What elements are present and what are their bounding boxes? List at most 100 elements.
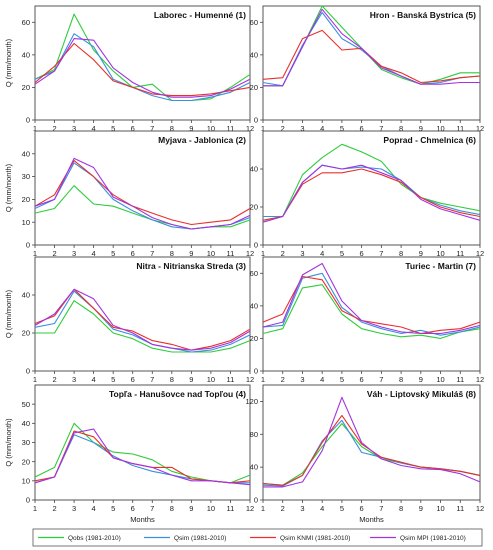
x-tick-label: 8	[399, 375, 403, 384]
legend: Qobs (1981-2010) Qsim (1981-2010) Qsim KNM…	[32, 528, 483, 547]
y-axis-label: Q (mm/month)	[4, 418, 13, 467]
x-axis-label: Months	[359, 515, 384, 524]
series-line-qsimmpi	[34, 428, 251, 486]
x-tick-label: 7	[150, 504, 154, 513]
x-tick-label: 7	[379, 249, 383, 258]
x-tick-label: 1	[33, 249, 37, 258]
y-tick-label: 20	[250, 334, 258, 343]
x-tick-label: 12	[476, 124, 484, 133]
y-tick-label: 50	[22, 400, 30, 409]
y-tick-label: 20	[22, 457, 30, 466]
series-line-qsimmpi	[263, 396, 481, 488]
legend-label: Qsim KNMI (1981-2010)	[280, 535, 350, 542]
x-tick-label: 3	[300, 124, 304, 133]
x-tick-label: 8	[399, 504, 403, 513]
x-tick-label: 3	[300, 375, 304, 384]
series-line-qsimmpi	[34, 157, 251, 230]
x-tick-label: 4	[320, 375, 324, 384]
panel-title: Topľa - Hanušovce nad Topľou (4)	[109, 389, 246, 399]
x-tick-label: 11	[456, 249, 464, 258]
x-tick-label: 8	[170, 504, 174, 513]
x-tick-label: 6	[360, 124, 364, 133]
x-tick-label: 6	[360, 375, 364, 384]
y-tick-label: 0	[26, 241, 30, 250]
x-tick-label: 2	[281, 504, 285, 513]
x-tick-label: 9	[189, 375, 193, 384]
panel-title: Hron - Banská Bystrica (5)	[370, 10, 476, 20]
x-tick-label: 11	[456, 124, 464, 133]
x-tick-label: 2	[281, 249, 285, 258]
x-tick-label: 3	[300, 504, 304, 513]
y-tick-label: 0	[254, 241, 258, 250]
series-line-qobs	[262, 284, 481, 339]
x-tick-label: 8	[170, 375, 174, 384]
y-tick-label: 0	[254, 496, 258, 505]
series-line-qsimmpi	[34, 38, 251, 98]
y-axis-label: Q (mm/month)	[4, 163, 13, 212]
y-tick-label: 30	[22, 438, 30, 447]
y-tick-label: 40	[250, 50, 258, 59]
x-tick-label: 5	[111, 249, 115, 258]
y-tick-label: 0	[254, 367, 258, 376]
x-tick-label: 8	[170, 124, 174, 133]
x-tick-label: 4	[320, 504, 324, 513]
x-tick-label: 6	[131, 249, 135, 258]
y-tick-label: 20	[22, 83, 30, 92]
series-line-qsimmpi	[263, 8, 480, 87]
x-tick-label: 6	[131, 124, 135, 133]
x-tick-label: 2	[52, 375, 56, 384]
x-tick-label: 6	[360, 249, 364, 258]
x-tick-label: 3	[72, 504, 76, 513]
x-tick-label: 10	[207, 249, 215, 258]
x-axis-label: Months	[130, 515, 155, 524]
x-tick-label: 5	[340, 504, 344, 513]
x-tick-label: 12	[246, 124, 254, 133]
x-tick-label: 9	[189, 504, 193, 513]
x-tick-label: 1	[261, 375, 265, 384]
x-tick-label: 5	[340, 124, 344, 133]
panel-title: Váh - Liptovský Mikuláš (8)	[367, 389, 476, 399]
x-tick-label: 4	[320, 124, 324, 133]
x-tick-label: 11	[227, 124, 235, 133]
x-tick-label: 7	[379, 124, 383, 133]
x-tick-label: 6	[360, 504, 364, 513]
x-tick-label: 11	[456, 504, 464, 513]
x-tick-label: 12	[476, 504, 484, 513]
y-tick-label: 20	[22, 329, 30, 338]
y-tick-label: 10	[22, 476, 30, 485]
y-tick-label: 20	[250, 83, 258, 92]
x-tick-label: 8	[399, 124, 403, 133]
y-tick-label: 40	[250, 301, 258, 310]
y-tick-label: 0	[254, 116, 258, 125]
x-tick-label: 12	[476, 375, 484, 384]
x-tick-label: 12	[246, 504, 254, 513]
x-tick-label: 9	[189, 249, 193, 258]
plot-frame	[262, 5, 481, 121]
x-tick-label: 9	[419, 249, 423, 258]
series-line-qobs	[34, 422, 251, 484]
series-line-qsimmpi	[262, 262, 481, 335]
panel-title: Laborec - Humenné (1)	[154, 10, 246, 20]
y-tick-label: 40	[22, 149, 30, 158]
x-tick-label: 5	[111, 504, 115, 513]
series-line-qsim	[262, 272, 481, 336]
y-tick-label: 40	[250, 165, 258, 174]
y-tick-label: 20	[22, 195, 30, 204]
x-tick-label: 1	[33, 375, 37, 384]
y-tick-label: 80	[250, 430, 258, 439]
series-line-qsim	[34, 290, 251, 353]
x-tick-label: 3	[72, 375, 76, 384]
x-tick-label: 5	[340, 249, 344, 258]
x-tick-label: 10	[436, 124, 444, 133]
x-tick-label: 6	[131, 504, 135, 513]
y-tick-label: 40	[22, 291, 30, 300]
x-tick-label: 2	[281, 375, 285, 384]
x-tick-label: 11	[456, 375, 464, 384]
x-tick-label: 10	[436, 249, 444, 258]
x-tick-label: 4	[92, 504, 96, 513]
